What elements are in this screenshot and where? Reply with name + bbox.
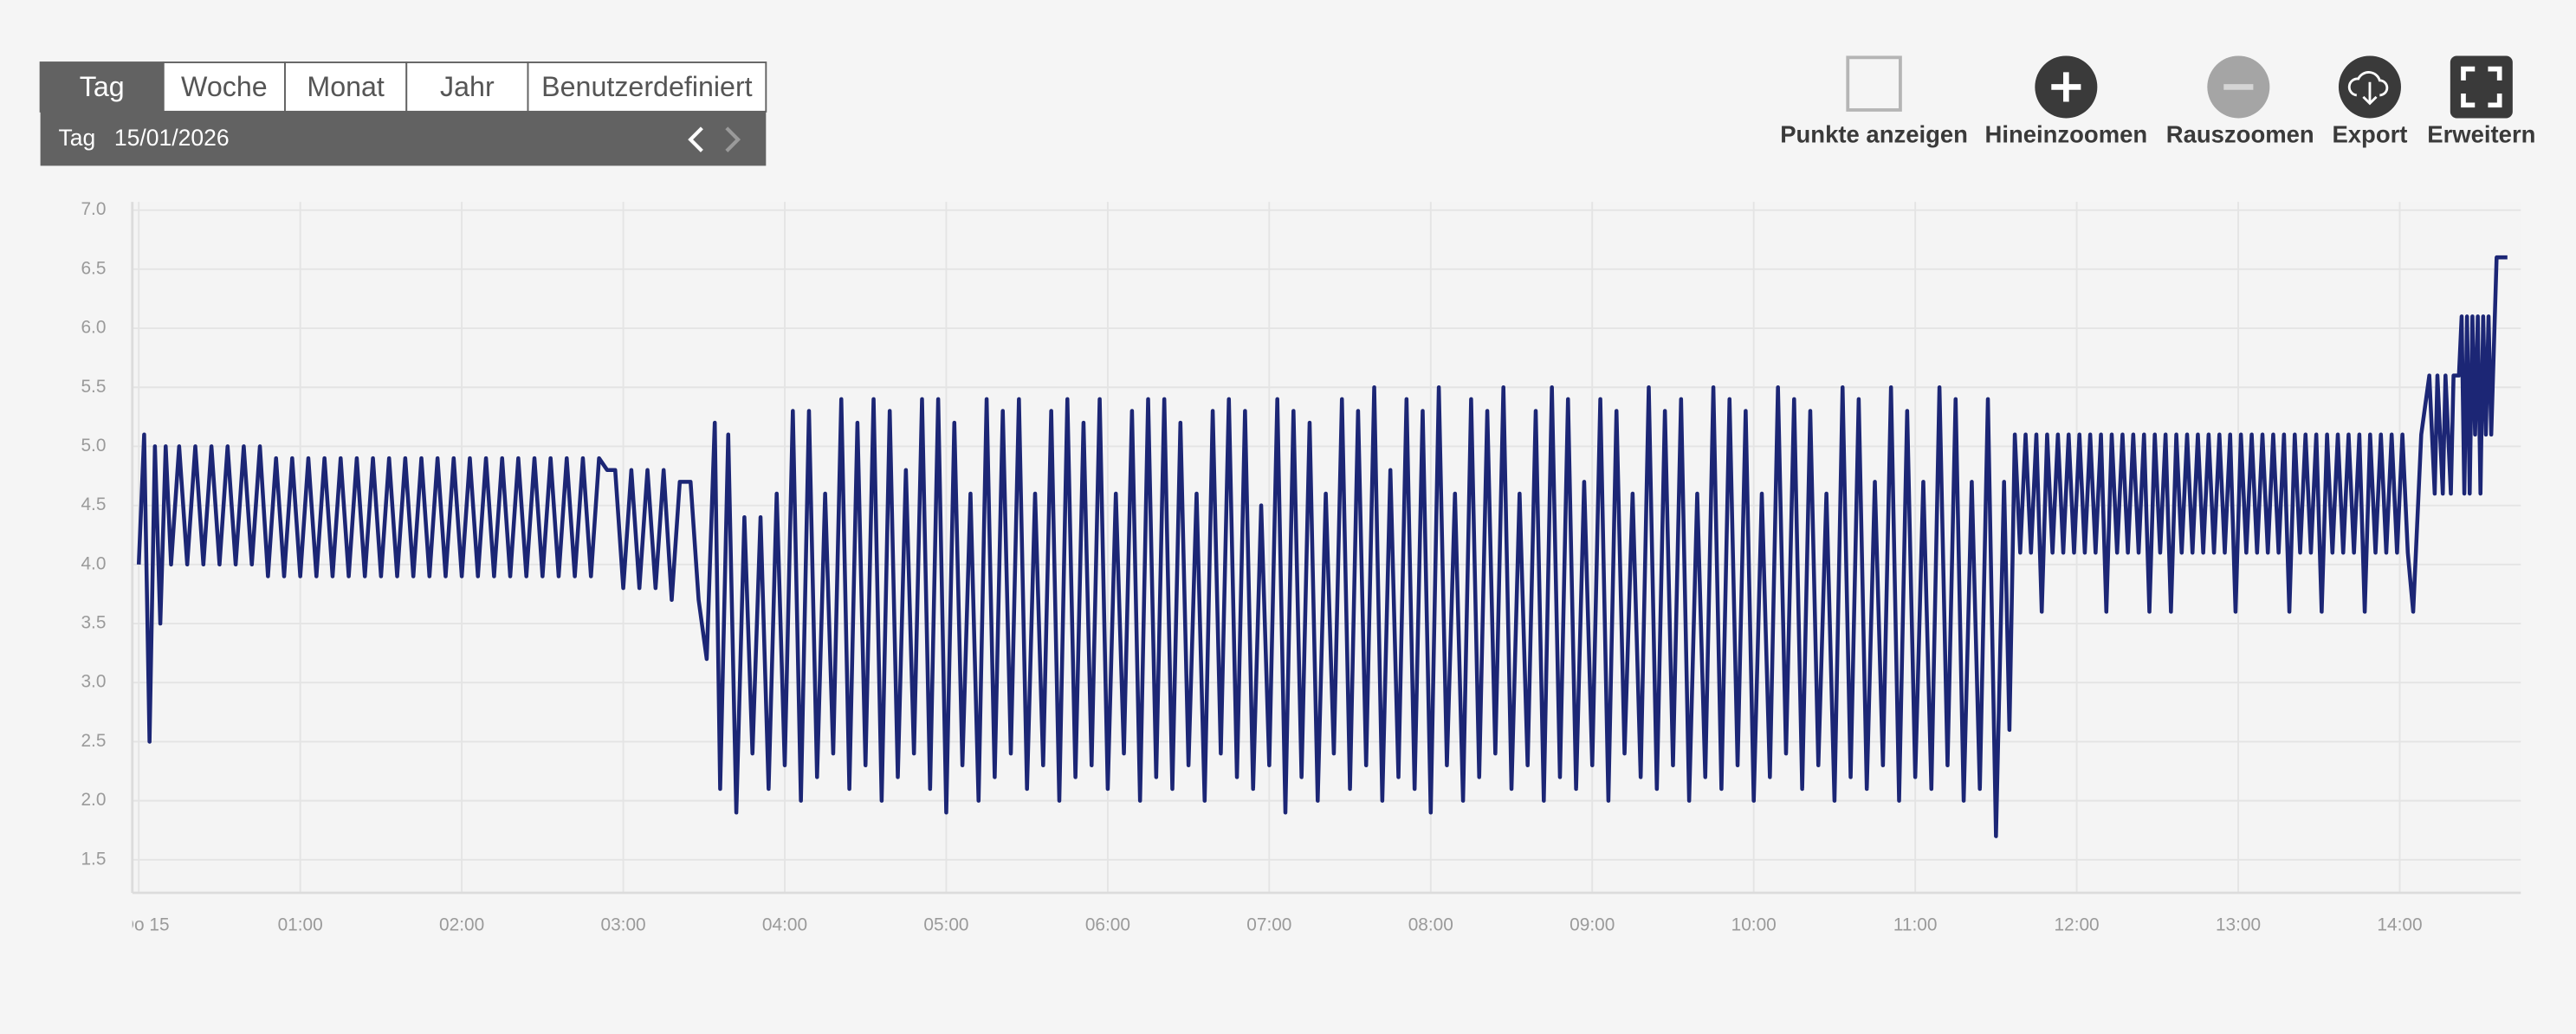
y-tick-label: 3.0 — [81, 672, 106, 692]
tab[interactable] — [162, 61, 286, 113]
y-tick-label: 6.0 — [81, 318, 106, 338]
x-tick-label: 09:00 — [1570, 914, 1615, 934]
x-tick-label: 05:00 — [923, 914, 968, 934]
y-tick-label: 6.5 — [81, 258, 106, 278]
expand-icon[interactable] — [2450, 55, 2513, 119]
x-tick-label: 10:00 — [1731, 914, 1777, 934]
x-tick-label: 13:00 — [2216, 914, 2261, 934]
y-tick-label: 3.5 — [81, 613, 106, 633]
tab-label[interactable]: Benutzerdefiniert — [541, 71, 753, 102]
plot: 1.5 2.0 2.5 3.0 3.5 4.0 4.5 5.0 5.5 6.0 6.5 7.0 Do 1… — [81, 199, 2521, 934]
x-tick-label: 07:00 — [1246, 914, 1291, 934]
button-label[interactable]: Hineinzoomen — [1984, 121, 2147, 148]
x-tick-label: 11:00 — [1893, 914, 1938, 934]
cloud — [2347, 71, 2389, 106]
date-bar — [40, 111, 767, 166]
expand-corners — [2461, 66, 2502, 108]
x-tick-label: 04:00 — [762, 914, 807, 934]
tab-label[interactable]: Tag — [80, 71, 125, 102]
period-label: Tag — [58, 125, 95, 151]
x-tick-label: 02:00 — [439, 914, 484, 934]
tab-bar: Tag Woche Monat Jahr Benutzerdefiniert — [39, 61, 767, 113]
tab[interactable] — [39, 61, 165, 113]
x-labels: Do 15 01:00 02:00 03:00 04:00 05:00 06:00 07:00… — [121, 914, 2423, 934]
x-tick-label: 12:00 — [2055, 914, 2100, 934]
x-tick-label: 14:00 — [2377, 914, 2422, 934]
plus — [2051, 72, 2081, 102]
date: 15/01/2026 — [114, 125, 230, 151]
tab-label[interactable]: Monat — [307, 71, 385, 102]
tab-label[interactable]: Woche — [181, 71, 268, 102]
x-tick-label: 08:00 — [1408, 914, 1453, 934]
button-label[interactable]: Export — [2332, 121, 2407, 148]
tab-label[interactable]: Jahr — [440, 71, 495, 102]
button-label[interactable]: Erweitern — [2427, 121, 2535, 148]
y-tick-label: 7.0 — [81, 199, 106, 219]
x-tick-label: 01:00 — [278, 914, 323, 934]
y-tick-label: 2.0 — [81, 790, 106, 810]
data-line — [136, 255, 2508, 838]
button-label: Rauszoomen — [2166, 121, 2314, 148]
x-tick-label: 06:00 — [1085, 914, 1130, 934]
tab[interactable] — [284, 61, 408, 113]
y-tick-label: 5.0 — [81, 436, 106, 456]
x-tick-label: 03:00 — [600, 914, 645, 934]
y-tick-label: 5.5 — [81, 377, 106, 397]
y-tick-label: 4.0 — [81, 553, 106, 573]
y-tick-label: 2.5 — [81, 731, 106, 751]
next-arrow — [725, 126, 741, 152]
x-tick-label: Do 15 — [121, 914, 170, 934]
y-tick-label: 1.5 — [81, 849, 106, 869]
checkbox[interactable] — [1846, 55, 1902, 112]
y-tick-label: 4.5 — [81, 494, 106, 514]
button-label[interactable]: Punkte anzeigen — [1780, 121, 1968, 148]
prev-arrow[interactable] — [688, 126, 703, 152]
